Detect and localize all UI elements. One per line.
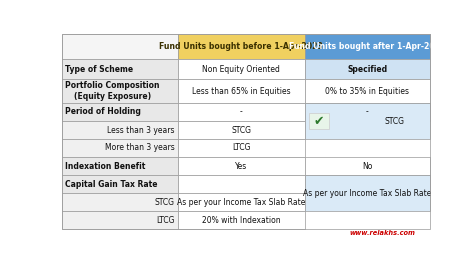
Text: Fund Units bought after 1-Apr-2023: Fund Units bought after 1-Apr-2023 [289, 42, 445, 51]
Text: STCG: STCG [231, 125, 251, 135]
Text: Specified: Specified [347, 65, 387, 74]
Bar [305, 175, 429, 211]
Text: Fund Units bought before 1-Apr-2023: Fund Units bought before 1-Apr-2023 [159, 42, 323, 51]
Text: 0% to 35% in Equities: 0% to 35% in Equities [325, 87, 409, 96]
Text: STCG: STCG [155, 198, 175, 207]
Bar [305, 175, 429, 193]
Bar [62, 211, 178, 229]
Bar [305, 59, 429, 80]
Bar [178, 211, 305, 229]
Bar [305, 80, 429, 103]
Text: As per your Income Tax Slab Rate: As per your Income Tax Slab Rate [303, 189, 431, 198]
Text: ✔: ✔ [314, 114, 324, 128]
Text: Type of Scheme: Type of Scheme [65, 65, 133, 74]
Bar [62, 139, 178, 157]
Bar [305, 34, 429, 59]
Text: Indexation Benefit: Indexation Benefit [65, 162, 146, 171]
Bar [62, 34, 178, 59]
Text: Non Equity Oriented: Non Equity Oriented [202, 65, 280, 74]
Text: -: - [240, 107, 243, 116]
Bar [309, 113, 329, 129]
Text: STCG: STCG [384, 117, 405, 125]
Bar [178, 103, 305, 121]
Bar [62, 193, 178, 211]
Text: www.relakhs.com: www.relakhs.com [350, 230, 416, 236]
Text: Period of Holding: Period of Holding [65, 107, 141, 116]
Bar [62, 121, 178, 139]
Text: More than 3 years: More than 3 years [105, 143, 175, 152]
Bar [178, 157, 305, 175]
Text: Less than 65% in Equities: Less than 65% in Equities [192, 87, 291, 96]
Text: LTCG: LTCG [232, 143, 251, 152]
Bar [62, 103, 178, 121]
Bar [62, 59, 178, 80]
Text: LTCG: LTCG [156, 216, 175, 225]
Bar [178, 59, 305, 80]
Text: Yes: Yes [235, 162, 247, 171]
Bar [178, 121, 305, 139]
Bar [178, 139, 305, 157]
Text: No: No [362, 162, 372, 171]
Bar [178, 80, 305, 103]
Bar [62, 175, 178, 193]
Bar [62, 80, 178, 103]
Text: Less than 3 years: Less than 3 years [108, 125, 175, 135]
Bar [305, 103, 429, 121]
Bar [305, 103, 429, 139]
Text: 20% with Indexation: 20% with Indexation [202, 216, 281, 225]
Text: Capital Gain Tax Rate: Capital Gain Tax Rate [65, 180, 158, 189]
Bar [62, 157, 178, 175]
Text: Portfolio Composition
(Equity Exposure): Portfolio Composition (Equity Exposure) [65, 81, 160, 101]
Text: -: - [366, 107, 368, 116]
Bar [178, 175, 305, 193]
Bar [178, 193, 305, 211]
Bar [178, 34, 305, 59]
Bar [305, 157, 429, 175]
Text: As per your Income Tax Slab Rate: As per your Income Tax Slab Rate [177, 198, 305, 207]
